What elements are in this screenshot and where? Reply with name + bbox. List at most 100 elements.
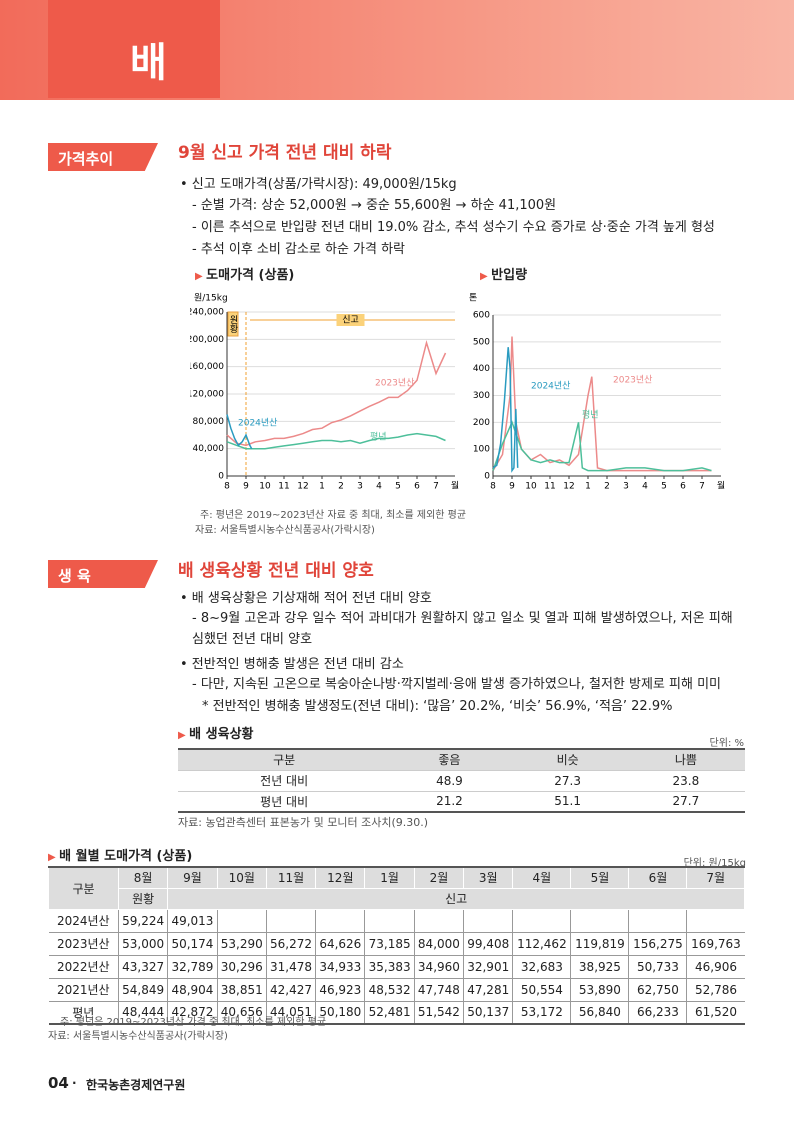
x-tick-label: 5 bbox=[661, 482, 667, 492]
y-tick-label: 40,000 bbox=[193, 444, 225, 454]
cell bbox=[413, 908, 465, 933]
header-cell: 비슷 bbox=[508, 749, 627, 770]
header-cell: 10월 bbox=[216, 866, 267, 889]
cell: 32,901 bbox=[463, 954, 514, 979]
cell bbox=[265, 908, 317, 933]
cell: 49,013 bbox=[167, 908, 218, 933]
y-tick-label: 400 bbox=[473, 364, 490, 374]
y-tick-label: 200,000 bbox=[190, 335, 224, 345]
x-tick-label: 10 bbox=[525, 482, 537, 492]
cell: 34,960 bbox=[413, 954, 465, 979]
cell: 27.3 bbox=[508, 769, 627, 791]
cell: 40,656 bbox=[216, 1000, 267, 1025]
cell: 84,000 bbox=[413, 931, 465, 956]
cell: 2023년산 bbox=[48, 931, 119, 956]
cell: 56,272 bbox=[265, 931, 317, 956]
cell: 73,185 bbox=[364, 931, 415, 956]
note: 주: 평년은 2019~2023년산 가격 중 최대, 최소를 제외한 평균 bbox=[60, 1017, 327, 1028]
series-line bbox=[226, 414, 253, 450]
x-tick-label: 2 bbox=[604, 482, 610, 492]
x-tick-label: 1 bbox=[585, 482, 591, 492]
cell: 53,290 bbox=[216, 931, 267, 956]
x-tick-label: 12 bbox=[563, 482, 574, 492]
header-cell: 4월 bbox=[512, 866, 572, 889]
y-tick-label: 160,000 bbox=[190, 362, 224, 372]
x-tick-label: 4 bbox=[642, 482, 648, 492]
cell bbox=[512, 908, 572, 933]
cell: 66,233 bbox=[628, 1000, 688, 1025]
x-tick-label: 9 bbox=[509, 482, 515, 492]
monthly-table: 구분 8월 9월 10월 11월 12월 1월 2월 3월 4월 5월 6월 7월 원황 신고 2024년산 5… bbox=[48, 866, 745, 1025]
series-line bbox=[226, 432, 446, 450]
cell: 48,904 bbox=[167, 977, 218, 1002]
x-tick-label: 6 bbox=[680, 482, 686, 492]
header-cell: 구분 bbox=[178, 749, 391, 770]
cell: 30,296 bbox=[216, 954, 267, 979]
cell: 46,906 bbox=[686, 954, 745, 979]
cell: 42,427 bbox=[265, 977, 317, 1002]
x-tick-label: 8 bbox=[490, 482, 496, 492]
cell: 2022년산 bbox=[48, 954, 119, 979]
header-cell: 2월 bbox=[413, 866, 465, 889]
bullet: • 배 생육상황은 기상재해 적어 전년 대비 양호 bbox=[180, 591, 432, 606]
x-unit: 월 bbox=[451, 480, 459, 492]
header-cell: 1월 bbox=[364, 866, 415, 889]
series-line bbox=[492, 347, 519, 473]
section-heading: 배 생육상황 전년 대비 양호 bbox=[178, 561, 374, 581]
cell bbox=[570, 908, 630, 933]
header-cell: 구분 bbox=[48, 866, 119, 910]
cell: 47,281 bbox=[463, 977, 514, 1002]
series-label: 2024년산 bbox=[531, 381, 570, 392]
bullet: • 전반적인 병해충 발생은 전년 대비 감소 bbox=[180, 657, 404, 672]
y-unit: 톤 bbox=[469, 293, 477, 304]
y-tick-label: 240,000 bbox=[190, 308, 224, 318]
series-label: 2023년산 bbox=[375, 378, 414, 389]
cell: 31,478 bbox=[265, 954, 317, 979]
cell bbox=[628, 908, 688, 933]
x-tick-label: 1 bbox=[319, 482, 325, 492]
cell: 51.1 bbox=[508, 790, 627, 812]
series-label: 2024년산 bbox=[238, 418, 277, 429]
cell: 21.2 bbox=[390, 790, 509, 812]
cell: 64,626 bbox=[315, 931, 366, 956]
cell: 53,000 bbox=[117, 931, 169, 956]
series-label: 평년 bbox=[582, 410, 599, 421]
cell: 43,327 bbox=[117, 954, 169, 979]
series-label: 평년 bbox=[370, 432, 387, 443]
bullet: • 신고 도매가격(상품/가락시장): 49,000원/15kg bbox=[180, 177, 457, 192]
cell bbox=[315, 908, 366, 933]
section-heading: 9월 신고 가격 전년 대비 하락 bbox=[178, 143, 392, 163]
header-cell: 9월 bbox=[167, 866, 218, 889]
y-tick-label: 0 bbox=[218, 472, 224, 482]
cell: 156,275 bbox=[628, 931, 688, 956]
header-cell: 나쁨 bbox=[626, 749, 745, 770]
x-tick-label: 3 bbox=[623, 482, 629, 492]
cell: 50,733 bbox=[628, 954, 688, 979]
sub-bullet: - 다만, 지속된 고온으로 복숭아순나방·깍지벌레·응애 발생 증가하였으나,… bbox=[192, 677, 721, 692]
cell: 112,462 bbox=[512, 931, 572, 956]
x-tick-label: 12 bbox=[297, 482, 308, 492]
sub-bullet: - 8~9월 고온과 강우 일수 적어 과비대가 원활하지 않고 일소 및 열과… bbox=[192, 611, 733, 647]
cell: 38,925 bbox=[570, 954, 630, 979]
x-tick-label: 3 bbox=[357, 482, 363, 492]
cell: 38,851 bbox=[216, 977, 267, 1002]
cell: 52,786 bbox=[686, 977, 745, 1002]
series-line bbox=[226, 340, 447, 447]
x-tick-label: 7 bbox=[699, 482, 705, 492]
cell: 2021년산 bbox=[48, 977, 119, 1002]
y-tick-label: 200 bbox=[473, 418, 490, 428]
x-tick-label: 2 bbox=[338, 482, 344, 492]
cell: 27.7 bbox=[626, 790, 745, 812]
y-tick-label: 500 bbox=[473, 337, 490, 347]
header-cell: 3월 bbox=[463, 866, 514, 889]
cell: 50,180 bbox=[315, 1000, 366, 1025]
cell: 32,683 bbox=[512, 954, 572, 979]
annotation: 원황 bbox=[228, 315, 238, 333]
note: 자료: 서울특별시농수산식품공사(가락시장) bbox=[48, 1031, 228, 1042]
growth-table: 구분 좋음 비슷 나쁨 전년 대비 48.9 27.3 23.8 평년 대비 21.2 51.1 27… bbox=[178, 748, 745, 813]
sub-bullet: - 순별 가격: 상순 52,000원 → 중순 55,600원 → 하순 41… bbox=[192, 198, 557, 213]
chart-title: 반입량 bbox=[480, 264, 527, 283]
cell: 46,923 bbox=[315, 977, 366, 1002]
